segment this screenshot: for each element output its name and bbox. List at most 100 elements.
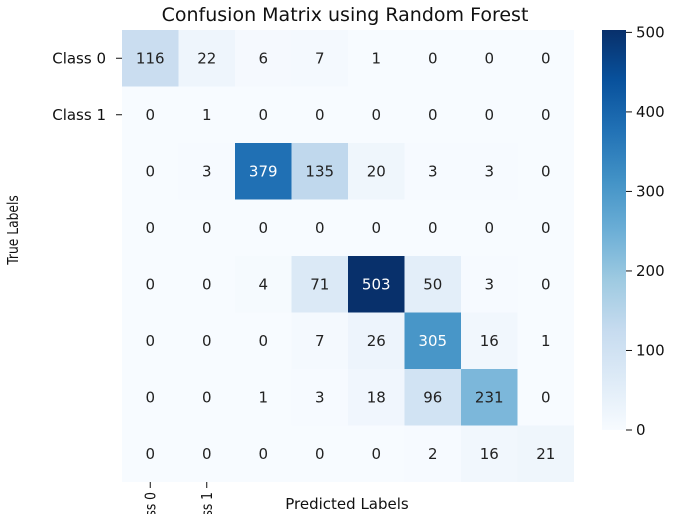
heatmap-cell-r6-c0 [122,369,179,426]
heatmap-cell-r3-c3 [291,199,348,256]
y-axis-label: True Labels [5,195,22,265]
heatmap-cell-r7-c1 [178,425,235,482]
x-tick-label-1: Class 1 [199,492,216,514]
heatmap-value-r0-c1: 22 [197,49,216,67]
heatmap-value-r3-c4: 0 [371,219,381,237]
x-axis-ticks: Class 0 Class 1 [142,482,216,518]
heatmap-value-r1-c2: 0 [258,106,268,124]
heatmap-value-r5-c1: 0 [202,332,212,350]
heatmap-cell-r6-c5 [404,369,461,426]
heatmap-value-r3-c5: 0 [428,219,438,237]
heatmap-value-r2-c2: 379 [249,162,278,180]
heatmap-value-r1-c1: 1 [202,106,212,124]
heatmap-cell-r6-c3 [291,369,348,426]
x-axis-label: Predicted Labels [285,495,409,513]
heatmap-value-r0-c4: 1 [371,49,381,67]
heatmap-cell-r1-c2 [235,86,292,143]
heatmap-value-r7-c2: 0 [258,445,268,463]
heatmap-value-r0-c5: 0 [428,49,438,67]
heatmap-cell-r3-c0 [122,199,179,256]
heatmap-cell-r5-c3 [291,312,348,369]
heatmap-value-r1-c3: 0 [315,106,325,124]
heatmap-value-r6-c0: 0 [145,388,155,406]
heatmap-cell-r3-c1 [178,199,235,256]
y-axis-ticks: Class 0 Class 1 [52,49,122,124]
heatmap-cell-r6-c6 [461,369,518,426]
heatmap-cell-r0-c0 [122,30,179,87]
heatmap-value-r3-c6: 0 [484,219,494,237]
heatmap-value-r3-c0: 0 [145,219,155,237]
heatmap-value-r2-c3: 135 [305,162,334,180]
heatmap-cell-r7-c0 [122,425,179,482]
heatmap-value-r1-c6: 0 [484,106,494,124]
heatmap-cell-r2-c5 [404,143,461,200]
heatmap-value-r1-c0: 0 [145,106,155,124]
heatmap-value-r5-c5: 305 [418,332,447,350]
heatmap-cell-r3-c4 [348,199,405,256]
heatmap-annotations: 116 22 6 7 1 0 0 00 1 0 0 0 0 0 00 3 379 135 20 3 3 00 0 0 0 0 0 0 0… [136,49,555,463]
heatmap-value-r6-c4: 18 [367,388,386,406]
colorbar-tick-label-1: 100 [636,341,665,359]
heatmap-cell-r7-c2 [235,425,292,482]
heatmap-value-r4-c0: 0 [145,275,155,293]
heatmap-cell-r4-c4 [348,256,405,313]
colorbar-tick-label-3: 300 [636,182,665,200]
colorbar-tick-label-4: 400 [636,103,665,121]
heatmap-value-r0-c6: 0 [484,49,494,67]
chart-title: Confusion Matrix using Random Forest [162,4,529,26]
heatmap-cell-r2-c3 [291,143,348,200]
heatmap-cell-r1-c5 [404,86,461,143]
heatmap-cell-r0-c5 [404,30,461,87]
heatmap-cell-r7-c3 [291,425,348,482]
heatmap-value-r7-c3: 0 [315,445,325,463]
heatmap-value-r3-c3: 0 [315,219,325,237]
heatmap-cell-r7-c7 [517,425,574,482]
y-tick-label-1: Class 1 [52,106,106,124]
heatmap-cell-r4-c0 [122,256,179,313]
heatmap-cell-r4-c3 [291,256,348,313]
heatmap-value-r2-c4: 20 [367,162,386,180]
heatmap-cell-r0-c2 [235,30,292,87]
heatmap-value-r3-c7: 0 [541,219,551,237]
heatmap-cell-r4-c7 [517,256,574,313]
heatmap-cell-r5-c4 [348,312,405,369]
heatmap-value-r4-c2: 4 [258,275,268,293]
heatmap-cell-r6-c2 [235,369,292,426]
heatmap-cell-r2-c0 [122,143,179,200]
colorbar-ticks: 0 100 200 300 400 500 [626,23,665,439]
heatmap-value-r6-c3: 3 [315,388,325,406]
colorbar-tick-label-2: 200 [636,262,665,280]
heatmap-value-r2-c0: 0 [145,162,155,180]
heatmap-value-r4-c6: 3 [484,275,494,293]
heatmap-cell-r6-c7 [517,369,574,426]
heatmap-value-r2-c7: 0 [541,162,551,180]
heatmap-cell-r2-c6 [461,143,518,200]
heatmap-value-r1-c4: 0 [371,106,381,124]
heatmap-cell-r5-c5 [404,312,461,369]
heatmap-value-r3-c1: 0 [202,219,212,237]
heatmap-value-r5-c6: 16 [480,332,499,350]
heatmap-value-r6-c1: 0 [202,388,212,406]
heatmap-cell-r3-c7 [517,199,574,256]
heatmap-value-r0-c3: 7 [315,49,325,67]
heatmap-value-r1-c7: 0 [541,106,551,124]
heatmap-value-r7-c1: 0 [202,445,212,463]
heatmap-cell-r0-c7 [517,30,574,87]
heatmap-cell-r0-c1 [178,30,235,87]
heatmap-cell-r1-c6 [461,86,518,143]
colorbar [602,30,626,430]
colorbar-tick-label-0: 0 [636,421,646,439]
heatmap-cell-r4-c5 [404,256,461,313]
heatmap-cell-r2-c1 [178,143,235,200]
heatmap-cell-r0-c4 [348,30,405,87]
heatmap-cell-r7-c5 [404,425,461,482]
heatmap-cell-r4-c6 [461,256,518,313]
heatmap-cell-r3-c2 [235,199,292,256]
heatmap-value-r7-c6: 16 [480,445,499,463]
heatmap-cell-r1-c4 [348,86,405,143]
heatmap-value-r7-c0: 0 [145,445,155,463]
heatmap-value-r3-c2: 0 [258,219,268,237]
heatmap-cells [122,30,574,482]
